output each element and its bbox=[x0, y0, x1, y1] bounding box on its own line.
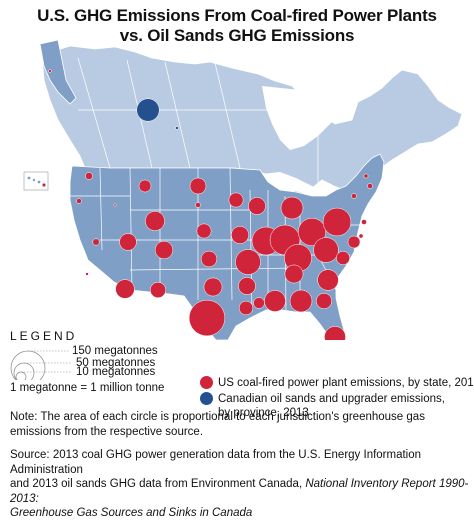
coal-circle-al bbox=[264, 290, 286, 312]
source-line-3: Greenhouse Gas Sources and Sinks in Cana… bbox=[10, 507, 253, 519]
oil-sands-key-label-2: by province, 2013 bbox=[218, 407, 309, 419]
coal-circle-ks bbox=[200, 250, 218, 268]
coal-circle-nd bbox=[189, 177, 207, 195]
legend-circle-10 bbox=[15, 371, 27, 380]
unit-conversion: 1 megatonne = 1 million tonne bbox=[10, 382, 165, 394]
coal-circle-wy bbox=[145, 211, 165, 231]
coal-circle-ar bbox=[238, 277, 256, 295]
oil-sands-circle-ab bbox=[136, 98, 160, 122]
coal-circle-id bbox=[113, 203, 117, 207]
coal-circle-hi bbox=[41, 182, 47, 188]
hawaii-inset-box bbox=[23, 171, 49, 191]
coal-circle-mn bbox=[228, 192, 244, 208]
coal-circle-ok bbox=[203, 277, 223, 297]
coal-circle-oh bbox=[297, 217, 327, 247]
legend-label-50: 50 megatonnes bbox=[76, 357, 156, 369]
coal-circle-mo bbox=[235, 249, 261, 275]
source-line-2-plain: and 2013 oil sands GHG data from Environ… bbox=[10, 478, 306, 490]
coal-circle-de bbox=[358, 233, 364, 239]
coal-circle-ny bbox=[351, 193, 357, 199]
coal-circle-ut bbox=[119, 233, 137, 251]
coal-circle-wa bbox=[85, 172, 93, 180]
coal-circle-ak bbox=[48, 69, 52, 73]
coal-circle-co bbox=[154, 240, 174, 260]
coal-circle-nv bbox=[92, 238, 100, 246]
oil-sands-key-dot bbox=[200, 392, 213, 405]
coal-circle-wv bbox=[313, 237, 339, 263]
coal-circle-sc bbox=[315, 292, 333, 310]
coal-circle-mt bbox=[138, 179, 152, 193]
source-line-2: and 2013 oil sands GHG data from Environ… bbox=[10, 477, 470, 506]
map-title: U.S. GHG Emissions From Coal-fired Power… bbox=[0, 6, 474, 46]
north-america-map bbox=[23, 40, 463, 340]
coal-circle-ia bbox=[231, 226, 249, 244]
source-line-2-italic: National Inventory Report 1990-2013: bbox=[10, 478, 469, 505]
coal-circle-sd bbox=[195, 202, 201, 208]
coal-circle-ma bbox=[367, 183, 373, 189]
coal-circle-nc bbox=[317, 269, 339, 291]
source-text: Source: 2013 coal GHG power generation d… bbox=[10, 448, 470, 521]
legend-label-150: 150 megatonnes bbox=[72, 345, 158, 357]
coal-circle-va bbox=[336, 251, 350, 265]
great-lakes bbox=[262, 172, 326, 198]
coal-circle-az bbox=[115, 279, 135, 299]
coal-circle-tn bbox=[284, 264, 304, 284]
legend-circle-50 bbox=[13, 362, 35, 380]
title-line-1: U.S. GHG Emissions From Coal-fired Power… bbox=[37, 6, 437, 25]
oil-sands-key-label-1: Canadian oil sands and upgrader emission… bbox=[218, 393, 445, 405]
coal-key-label: US coal-fired power plant emissions, by … bbox=[218, 377, 474, 389]
coal-circle-pa bbox=[322, 207, 352, 237]
coal-circle-tx bbox=[188, 299, 226, 337]
coal-circle-md bbox=[347, 235, 361, 249]
source-line-1: Source: 2013 coal GHG power generation d… bbox=[10, 449, 422, 476]
alaska-landmass bbox=[39, 40, 77, 105]
coal-circle-la bbox=[238, 300, 254, 316]
coal-circle-ms bbox=[253, 297, 265, 309]
coal-circle-mi bbox=[280, 196, 304, 220]
coal-circle-ca bbox=[85, 272, 89, 276]
note-text: Note: The area of each circle is proport… bbox=[10, 411, 425, 438]
coal-circle-nj bbox=[361, 219, 367, 225]
coal-circle-nh bbox=[363, 173, 369, 179]
coal-circle-ne bbox=[196, 223, 212, 239]
coal-key-dot bbox=[200, 376, 213, 389]
emission-circles bbox=[41, 69, 373, 340]
oil-sands-circle-sk bbox=[175, 126, 179, 130]
coal-circle-nm bbox=[149, 281, 167, 299]
coal-circle-wi bbox=[248, 197, 266, 215]
legend-size-key bbox=[10, 350, 72, 380]
legend-label-10: 10 megatonnes bbox=[76, 366, 156, 378]
coal-circle-fl bbox=[324, 326, 346, 340]
coal-circle-ga bbox=[289, 289, 313, 313]
legend-title: LEGEND bbox=[10, 329, 78, 343]
coal-circle-or bbox=[76, 198, 82, 204]
hudson-bay bbox=[262, 86, 332, 150]
title-line-2: vs. Oil Sands GHG Emissions bbox=[119, 26, 355, 45]
